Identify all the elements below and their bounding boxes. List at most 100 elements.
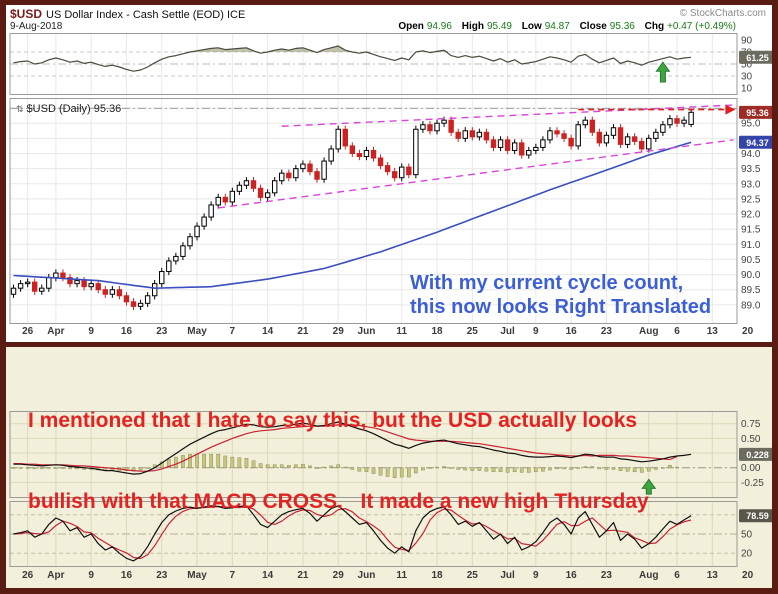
x-axis-label: Jun (357, 326, 376, 337)
main-chart-label: ⇅ $USD (Daily) 95.36 (16, 103, 121, 115)
macd-value-tag: 0.228 (739, 447, 772, 461)
x-axis-label: Jul (500, 326, 515, 337)
chart-date: 9-Aug-2018 (10, 21, 63, 32)
ma-value-tag: 94.37 (739, 135, 772, 149)
macd-cross-annotation-line1: I mentioned that I hate to say this, but… (28, 409, 638, 432)
x-axis-label: 20 (742, 326, 754, 337)
x-axis-label: 23 (156, 326, 168, 337)
rsi-indicator-panel: 907050301061.25 (9, 33, 772, 95)
stoch-value-tag: 78.59 (739, 509, 772, 523)
chg-label: Chg (644, 21, 665, 32)
symbol: $USD (10, 7, 43, 21)
x-axis-label: 16 (120, 326, 133, 337)
svg-text:90.5: 90.5 (741, 255, 761, 266)
x-axis-label: 18 (431, 326, 443, 337)
x-axis-label: 21 (297, 326, 309, 337)
x-axis-label: 9 (88, 570, 94, 581)
macd-cross-annotation-line2: bullish with that MACD CROSS. It made a … (28, 490, 649, 513)
close-label: Close (579, 21, 607, 32)
svg-text:92.5: 92.5 (741, 194, 761, 205)
svg-text:91.0: 91.0 (741, 240, 761, 251)
x-axis-label: 14 (262, 570, 274, 581)
svg-text:30: 30 (741, 72, 753, 83)
svg-text:94.37: 94.37 (746, 138, 769, 148)
rsi-value-tag: 61.25 (739, 50, 772, 64)
x-axis-label: 26 (22, 570, 34, 581)
svg-text:50: 50 (741, 60, 753, 71)
x-axis-label: Aug (639, 570, 659, 581)
svg-text:78.59: 78.59 (746, 511, 769, 521)
red-arrow-head (725, 104, 736, 115)
chart-title: US Dollar Index - Cash Settle (EOD) ICE (46, 9, 246, 21)
x-axis-label: 21 (297, 570, 309, 581)
svg-text:50: 50 (741, 530, 753, 541)
x-axis-label: 29 (332, 570, 344, 581)
cycle-count-annotation-line2: this now looks Right Translated (410, 296, 712, 318)
cycle-count-annotation-line1: With my current cycle count, (410, 272, 684, 294)
green-up-arrow (641, 478, 657, 495)
chart-header: $USD US Dollar Index - Cash Settle (EOD) … (10, 7, 768, 21)
copyright: © StockCharts.com (679, 8, 766, 19)
x-axis-label: 9 (533, 326, 539, 337)
low-label: Low (521, 21, 542, 32)
svg-text:92.0: 92.0 (741, 210, 761, 221)
svg-text:0.75: 0.75 (741, 419, 761, 430)
macd-cross-annotation: I mentioned that I hate to say this, but… (28, 353, 649, 569)
cycle-count-annotation: With my current cycle count, this now lo… (410, 271, 711, 319)
x-axis-label: 16 (120, 570, 133, 581)
svg-text:89.5: 89.5 (741, 285, 761, 296)
x-axis-label: 16 (565, 326, 577, 337)
x-axis-label: Apr (47, 570, 65, 581)
x-axis-label: 6 (674, 570, 680, 581)
svg-text:90.0: 90.0 (741, 270, 761, 281)
svg-text:0.00: 0.00 (741, 463, 761, 474)
x-axis-label: 23 (600, 570, 612, 581)
x-axis-label: May (187, 570, 207, 581)
quote-row: 9-Aug-2018 Open 94.96 High 95.49 Low 94.87 … (10, 21, 768, 33)
green-up-arrow (655, 61, 671, 83)
price-chart-block: $USD US Dollar Index - Cash Settle (EOD) … (6, 5, 772, 342)
x-axis-label: 13 (706, 326, 718, 337)
x-axis-label: 16 (565, 570, 577, 581)
x-axis-label: 7 (229, 326, 236, 337)
x-axis-labels-top: 26 Apr 9 16 23 May 7 14 21 29 Jun 11 18 25 Jul 9 16 23 Aug… (6, 325, 772, 339)
svg-text:94.0: 94.0 (741, 149, 761, 160)
x-axis-label: 29 (332, 326, 344, 337)
x-axis-label: 25 (466, 326, 478, 337)
x-axis-label: 26 (22, 326, 34, 337)
x-axis-label: Aug (639, 326, 659, 337)
svg-text:20: 20 (741, 549, 753, 560)
x-axis-label: 23 (156, 570, 168, 581)
chg-value: +0.47 (+0.49%) (667, 21, 736, 32)
svg-text:89.0: 89.0 (741, 300, 761, 311)
close-price-tag: 95.36 (739, 105, 772, 119)
x-axis-label: 11 (396, 326, 408, 337)
svg-text:0.228: 0.228 (746, 450, 769, 460)
open-value: 94.96 (426, 21, 452, 32)
svg-text:93.0: 93.0 (741, 179, 761, 190)
svg-text:95.0: 95.0 (741, 119, 761, 130)
x-axis-label: May (187, 326, 207, 337)
x-axis-label: 14 (262, 326, 274, 337)
stochastics-indicator-panel: 80502078.59 (9, 501, 772, 567)
svg-text:0.50: 0.50 (741, 434, 761, 445)
svg-text:10: 10 (741, 84, 753, 95)
price-candlestick-panel: 95.0 94.0 93.5 93.0 92.5 92.0 91.5 91.0 90.5 90.0… (9, 98, 772, 324)
open-label: Open (398, 21, 424, 32)
x-axis-label: Jul (500, 570, 515, 581)
close-value: 95.36 (609, 21, 635, 32)
svg-text:61.25: 61.25 (746, 53, 769, 63)
svg-text:93.5: 93.5 (741, 164, 761, 175)
svg-text:-0.25: -0.25 (741, 478, 764, 489)
chart-type-icon: ⇅ (16, 104, 24, 114)
high-value: 95.49 (486, 21, 512, 32)
indicator-block: I mentioned that I hate to say this, but… (6, 347, 772, 588)
trend-channel-lower (218, 139, 734, 209)
trend-channel-upper (281, 104, 734, 127)
macd-indicator-panel: 0.750.500.250.00-0.250.228 (9, 411, 772, 498)
x-axis-label: 13 (706, 570, 718, 581)
x-axis-label: 18 (431, 570, 443, 581)
x-axis-label: 7 (229, 570, 236, 581)
x-axis-labels-bottom: 26 Apr 9 16 23 May 7 14 21 29 Jun 11 18 25 Jul 9 16 23 Aug… (6, 569, 772, 583)
